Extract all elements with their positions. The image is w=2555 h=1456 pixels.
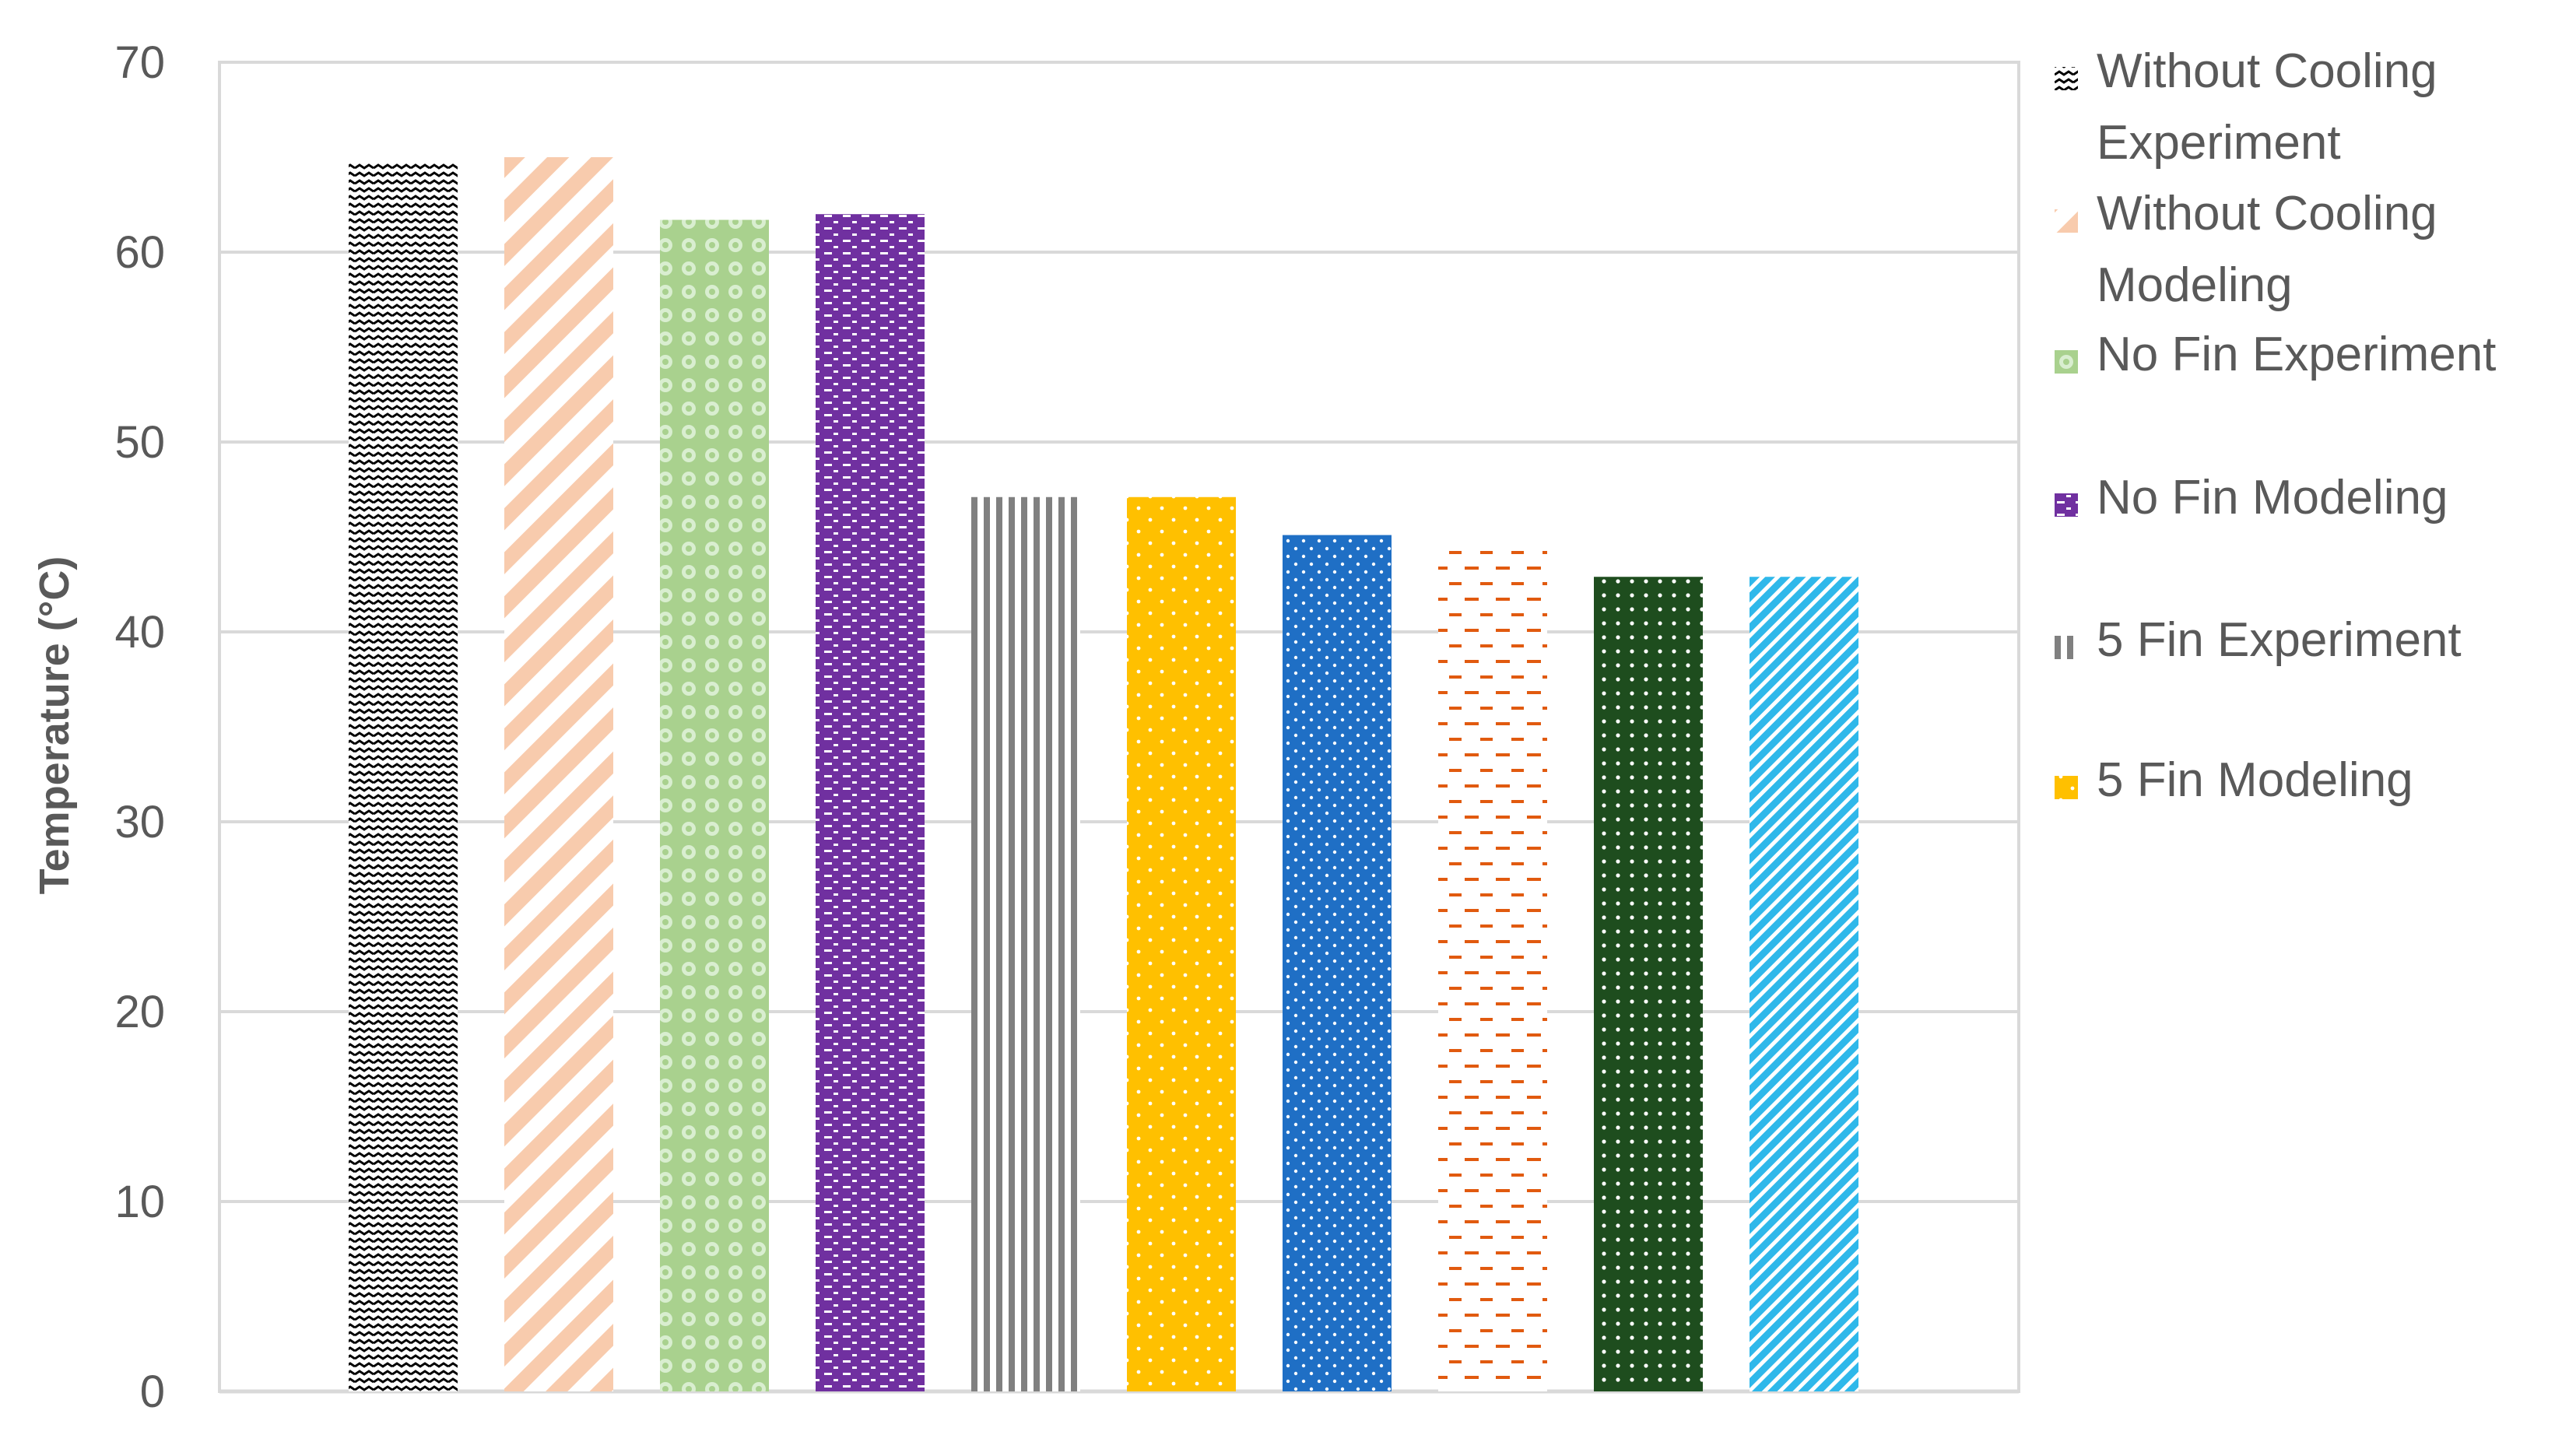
bar-without-cooling-modeling bbox=[504, 157, 613, 1391]
bar-series-10 bbox=[1750, 577, 1858, 1391]
plot-frame bbox=[218, 61, 2020, 1393]
y-axis-label: Temperature (°C) bbox=[31, 556, 78, 895]
plot-area-border bbox=[218, 61, 2020, 1393]
y-tick-label: 50 bbox=[114, 417, 165, 468]
y-tick-label: 60 bbox=[114, 227, 165, 278]
legend-swatch bbox=[2055, 350, 2078, 374]
y-tick-label: 10 bbox=[114, 1177, 165, 1227]
bar-without-cooling-experiment bbox=[349, 163, 458, 1391]
legend-swatch bbox=[2055, 636, 2078, 659]
legend-label: Experiment bbox=[2097, 116, 2341, 170]
legend-label: 5 Fin Experiment bbox=[2097, 613, 2462, 667]
y-tick-label: 70 bbox=[114, 37, 165, 88]
legend-label: Without Cooling bbox=[2097, 187, 2437, 240]
bar-no-fin-modeling bbox=[816, 214, 925, 1392]
legend-label: Modeling bbox=[2097, 258, 2293, 312]
legend-item: No Fin Experiment bbox=[2055, 328, 2496, 381]
legend-swatch bbox=[2055, 67, 2078, 90]
gridlines bbox=[219, 251, 2019, 1394]
legend-item: Without Cooling Experiment bbox=[2055, 44, 2437, 170]
legend-label: 5 Fin Modeling bbox=[2097, 753, 2413, 807]
y-axis-ticks: 0 10 20 30 40 50 60 70 bbox=[114, 37, 165, 1417]
legend-label: Without Cooling bbox=[2097, 44, 2437, 98]
legend-swatch bbox=[2055, 209, 2078, 233]
bar-series-9 bbox=[1594, 577, 1703, 1391]
bar-5-fin-experiment bbox=[971, 496, 1080, 1391]
legend-label: No Fin Modeling bbox=[2097, 471, 2448, 525]
legend-item: 5 Fin Experiment bbox=[2055, 613, 2462, 667]
bar-no-fin-experiment bbox=[660, 219, 769, 1391]
y-tick-label: 20 bbox=[114, 987, 165, 1037]
legend-item: No Fin Modeling bbox=[2055, 471, 2448, 525]
legend-item: 5 Fin Modeling bbox=[2055, 753, 2413, 807]
y-tick-label: 0 bbox=[140, 1367, 165, 1417]
bar-5-fin-modeling bbox=[1127, 496, 1236, 1391]
bar-series-8 bbox=[1438, 540, 1547, 1391]
bar-series-7 bbox=[1283, 535, 1392, 1391]
legend-swatch bbox=[2055, 776, 2078, 799]
y-tick-label: 30 bbox=[114, 797, 165, 847]
legend-label: No Fin Experiment bbox=[2097, 328, 2496, 381]
legend-swatch bbox=[2055, 493, 2078, 517]
bars bbox=[349, 157, 1858, 1392]
y-tick-label: 40 bbox=[114, 607, 165, 658]
legend-item: Without Cooling Modeling bbox=[2055, 187, 2437, 312]
